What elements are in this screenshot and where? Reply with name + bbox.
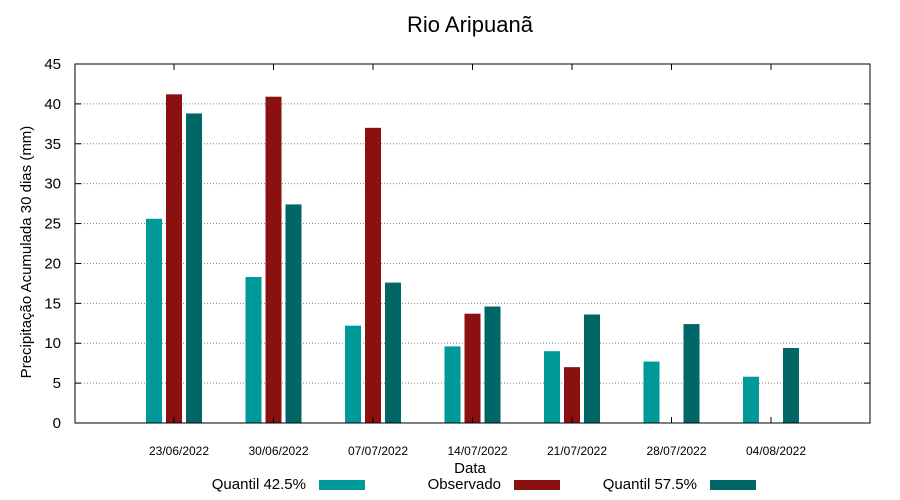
bar [345,325,361,423]
bar [285,204,302,423]
bar [146,218,162,423]
y-tick-label: 20 [44,255,61,272]
y-tick-label: 15 [44,295,61,312]
legend-swatch [319,480,365,490]
legend-swatch [514,480,560,490]
x-tick-label: 28/07/2022 [646,444,706,458]
bar [365,127,381,424]
legend: Quantil 42.5% Observado Quantil 57.5% [212,476,756,493]
legend-swatch [710,480,756,490]
bar [464,313,481,423]
x-tick-label: 14/07/2022 [447,444,507,458]
x-axis-ticks: 23/06/2022 30/06/2022 07/07/2022 14/07/2022… [149,64,806,458]
legend-label: Quantil 57.5% [603,476,697,493]
bar [743,376,759,423]
y-tick-label: 30 [44,176,61,193]
x-tick-label: 04/08/2022 [746,444,806,458]
bar [643,361,660,423]
y-tick-label: 25 [44,216,61,233]
x-tick-label: 07/07/2022 [348,444,408,458]
y-tick-label: 10 [44,335,61,352]
y-axis-ticks: 0 5 10 15 20 25 30 35 40 45 [44,56,870,432]
bar [484,306,501,423]
bars [146,94,799,424]
y-tick-label: 45 [44,56,61,73]
y-tick-label: 5 [53,375,61,392]
bar [265,96,282,423]
bar [783,348,799,423]
bar [564,367,580,423]
y-tick-label: 35 [44,136,61,153]
legend-label: Quantil 42.5% [212,476,306,493]
bar [385,282,401,423]
x-axis-label: Data [454,460,486,477]
y-axis-label: Precipitação Acumulada 30 dias (mm) [18,126,35,379]
bar [166,94,182,423]
bar [444,346,461,423]
x-tick-label: 21/07/2022 [547,444,607,458]
y-tick-label: 40 [44,96,61,113]
bar [186,113,202,423]
bar [544,351,560,423]
grid-lines [75,103,870,384]
bar [683,324,700,423]
y-tick-label: 0 [53,415,61,432]
x-tick-label: 30/06/2022 [248,444,308,458]
bar [245,277,262,423]
bar [584,314,600,423]
x-tick-label: 23/06/2022 [149,444,209,458]
chart-title: Rio Aripuanã [407,12,534,37]
legend-label: Observado [428,476,501,493]
